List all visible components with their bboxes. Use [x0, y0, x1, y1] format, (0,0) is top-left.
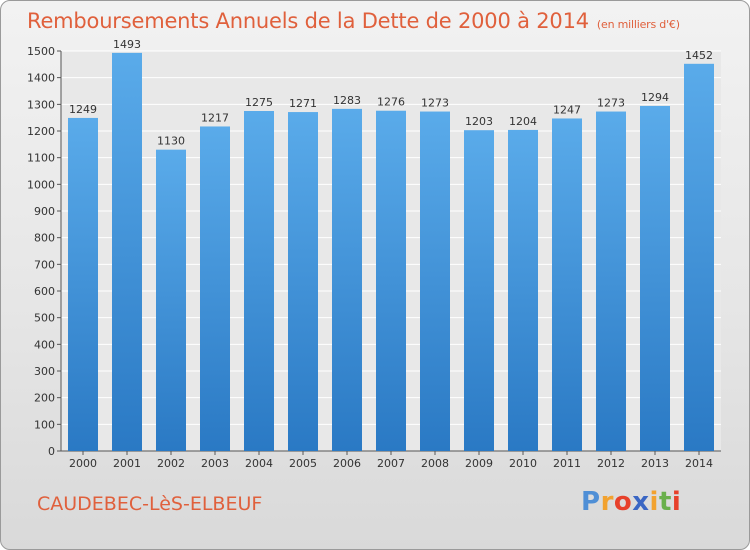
x-tick-label-2002: 2002 [157, 457, 185, 470]
x-tick-label-2010: 2010 [509, 457, 537, 470]
bar-2012 [596, 111, 626, 452]
x-tick-label-2005: 2005 [289, 457, 317, 470]
x-tick-label-2003: 2003 [201, 457, 229, 470]
logo-letter: o [613, 487, 633, 517]
y-tick-label: 700 [34, 258, 55, 271]
bar-2003 [200, 126, 230, 451]
bar-2009 [464, 130, 494, 451]
y-tick-label: 800 [34, 232, 55, 245]
y-tick-label: 600 [34, 285, 55, 298]
bar-2011 [552, 118, 582, 451]
data-label-2003: 1217 [201, 111, 229, 124]
x-tick-label-2012: 2012 [597, 457, 625, 470]
y-tick-label: 1000 [27, 178, 55, 191]
y-tick-label: 100 [34, 418, 55, 431]
y-tick-label: 500 [34, 312, 55, 325]
y-tick-label: 1300 [27, 98, 55, 111]
data-label-2001: 1493 [113, 38, 141, 51]
x-tick-label-2004: 2004 [245, 457, 273, 470]
y-tick-label: 300 [34, 365, 55, 378]
y-tick-label: 1400 [27, 72, 55, 85]
x-tick-label-2008: 2008 [421, 457, 449, 470]
x-tick-label-2006: 2006 [333, 457, 361, 470]
logo-letter: P [581, 487, 601, 517]
data-label-2007: 1276 [377, 96, 405, 109]
bar-2005 [288, 112, 318, 452]
proxiti-logo: Proxiti [581, 487, 681, 517]
y-tick-label: 1500 [27, 45, 55, 58]
y-tick-label: 0 [48, 445, 55, 458]
data-label-2014: 1452 [685, 49, 713, 62]
bar-2006 [332, 108, 362, 451]
data-label-2004: 1275 [245, 96, 273, 109]
x-tick-label-2001: 2001 [113, 457, 141, 470]
data-label-2013: 1294 [641, 91, 669, 104]
x-tick-label-2009: 2009 [465, 457, 493, 470]
x-tick-label-2007: 2007 [377, 457, 405, 470]
data-label-2005: 1271 [289, 97, 317, 110]
logo-letter: t [658, 487, 672, 517]
data-label-2006: 1283 [333, 94, 361, 107]
data-label-2012: 1273 [597, 97, 625, 110]
bar-2004 [244, 111, 274, 451]
y-tick-label: 1200 [27, 125, 55, 138]
commune-name: CAUDEBEC-LèS-ELBEUF [37, 493, 263, 515]
chart-title: Remboursements Annuels de la Dette de 20… [27, 9, 680, 33]
y-tick-label: 400 [34, 338, 55, 351]
x-tick-label-2000: 2000 [69, 457, 97, 470]
y-tick-label: 1100 [27, 152, 55, 165]
bar-2007 [376, 110, 406, 451]
data-label-2010: 1204 [509, 115, 537, 128]
bar-2000 [68, 117, 98, 451]
data-label-2008: 1273 [421, 97, 449, 110]
bar-2013 [640, 105, 670, 451]
bar-2014 [684, 63, 714, 452]
bar-2008 [420, 111, 450, 452]
bar-2001 [112, 52, 142, 451]
x-tick-label-2013: 2013 [641, 457, 669, 470]
data-label-2009: 1203 [465, 115, 493, 128]
logo-letter: r [600, 487, 614, 517]
logo-letter: x [632, 487, 650, 517]
y-tick-label: 200 [34, 392, 55, 405]
data-label-2011: 1247 [553, 103, 581, 116]
chart-subtitle: (en milliers d'€) [596, 18, 680, 31]
chart-title-text: Remboursements Annuels de la Dette de 20… [27, 9, 589, 33]
x-tick-label-2014: 2014 [685, 457, 713, 470]
x-tick-label-2011: 2011 [553, 457, 581, 470]
logo-letter: i [649, 487, 659, 517]
data-label-2000: 1249 [69, 103, 97, 116]
data-label-2002: 1130 [157, 135, 185, 148]
y-tick-label: 900 [34, 205, 55, 218]
bar-2010 [508, 129, 538, 451]
bar-2002 [156, 149, 186, 451]
logo-letter: i [671, 487, 682, 517]
